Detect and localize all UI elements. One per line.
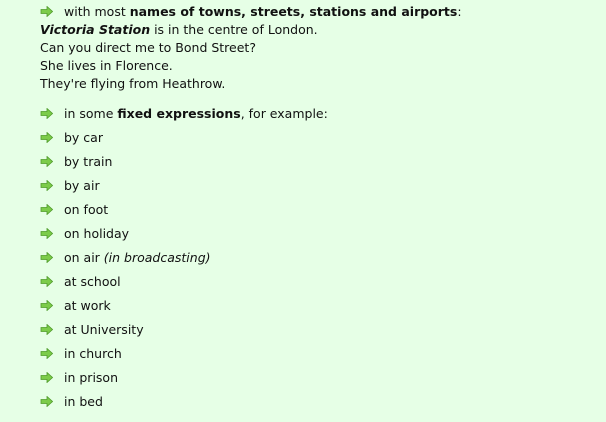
rule-text: , for example:: [240, 106, 328, 121]
list-item: by train: [64, 154, 112, 169]
green-arrow-icon: [40, 179, 54, 192]
item-text: by car: [64, 130, 103, 145]
item-text: at University: [64, 322, 144, 337]
list-item: in prison: [64, 370, 118, 385]
item-note: (in broadcasting): [103, 250, 211, 265]
example-sentence: They're flying from Heathrow.: [40, 76, 225, 91]
item-text: on foot: [64, 202, 109, 217]
green-arrow-icon: [40, 371, 54, 384]
item-text: in prison: [64, 370, 118, 385]
item-text: by air: [64, 178, 100, 193]
green-arrow-icon: [40, 5, 54, 18]
item-text: at school: [64, 274, 121, 289]
list-item: in bed: [64, 394, 103, 409]
list-item: by air: [64, 178, 100, 193]
green-arrow-icon: [40, 155, 54, 168]
list-item: on air (in broadcasting): [64, 250, 211, 265]
green-arrow-icon: [40, 323, 54, 336]
item-text: on air: [64, 250, 104, 265]
green-arrow-icon: [40, 275, 54, 288]
list-item: in church: [64, 346, 122, 361]
list-item: on foot: [64, 202, 108, 217]
rule-1-text: with most names of towns, streets, stati…: [64, 4, 462, 19]
list-item: at school: [64, 274, 121, 289]
green-arrow-icon: [40, 203, 54, 216]
example-sentence: Can you direct me to Bond Street?: [40, 40, 256, 55]
item-text: in bed: [64, 394, 103, 409]
green-arrow-icon: [40, 131, 54, 144]
rule-bold: fixed expressions: [117, 106, 241, 121]
example-sentence: Victoria Station is in the centre of Lon…: [40, 22, 318, 37]
example-text: is in the centre of London.: [150, 22, 318, 37]
rule-text: in some: [64, 106, 118, 121]
example-sentence: She lives in Florence.: [40, 58, 173, 73]
rule-bold: names of towns, streets, stations and ai…: [129, 4, 458, 19]
rule-text: with most: [64, 4, 130, 19]
item-text: in church: [64, 346, 122, 361]
rule-text: :: [457, 4, 462, 19]
list-item: on holiday: [64, 226, 129, 241]
green-arrow-icon: [40, 107, 54, 120]
green-arrow-icon: [40, 347, 54, 360]
example-text: Can you direct me to Bond Street?: [40, 40, 256, 55]
example-text: She lives in Florence.: [40, 58, 173, 73]
list-item: at University: [64, 322, 144, 337]
list-item: at work: [64, 298, 111, 313]
green-arrow-icon: [40, 251, 54, 264]
item-text: on holiday: [64, 226, 130, 241]
example-emphasis: Victoria Station: [40, 22, 151, 37]
list-item: by car: [64, 130, 103, 145]
rule-2-text: in some fixed expressions, for example:: [64, 106, 328, 121]
item-text: at work: [64, 298, 111, 313]
example-text: They're flying from Heathrow.: [40, 76, 226, 91]
green-arrow-icon: [40, 299, 54, 312]
green-arrow-icon: [40, 395, 54, 408]
green-arrow-icon: [40, 227, 54, 240]
item-text: by train: [64, 154, 113, 169]
